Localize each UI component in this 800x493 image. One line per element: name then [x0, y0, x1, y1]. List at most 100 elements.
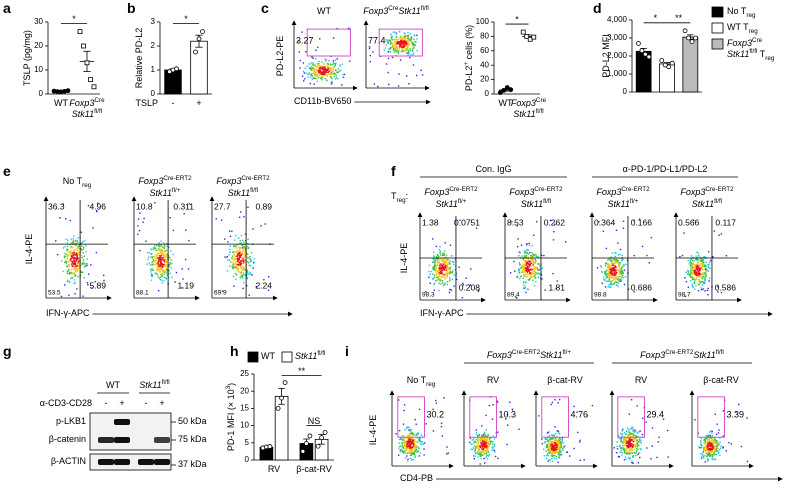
text-part: Stk11	[228, 188, 250, 198]
cell-event	[405, 457, 406, 458]
cell-event	[69, 266, 70, 267]
cell-event	[170, 272, 171, 273]
cell-event	[403, 410, 404, 411]
cell-event	[393, 32, 394, 33]
cell-event	[407, 459, 408, 460]
cell-event	[77, 276, 78, 277]
cell-event	[447, 263, 448, 264]
y-tick-label: 0	[623, 87, 628, 96]
cell-event	[405, 48, 406, 49]
blot-band	[114, 419, 130, 425]
cell-event	[76, 288, 77, 289]
text-part: a	[3, 0, 11, 16]
cell-event	[700, 266, 701, 267]
lane-label: -	[145, 398, 148, 408]
cell-event	[396, 40, 397, 41]
cell-event	[609, 284, 610, 285]
cell-event	[163, 250, 164, 251]
cell-event	[477, 451, 478, 452]
cell-event	[432, 273, 433, 274]
plot-title: Stk11fl/fl	[692, 198, 722, 209]
cell-event	[623, 264, 624, 265]
cell-event	[402, 442, 403, 443]
text-part: Stk11	[693, 350, 715, 360]
cell-event	[619, 278, 620, 279]
cell-event	[333, 37, 334, 38]
cell-event	[81, 232, 82, 233]
text-part: -	[105, 398, 108, 408]
cell-event	[624, 269, 625, 270]
cell-event	[559, 439, 560, 440]
cell-event	[709, 439, 710, 440]
legend-swatch	[282, 352, 292, 362]
cell-event	[458, 266, 459, 267]
cell-event	[690, 274, 691, 275]
cell-event	[394, 31, 395, 32]
cell-event	[701, 447, 702, 448]
cell-event	[708, 264, 709, 265]
cell-event	[631, 427, 632, 428]
y-axis-label: PD-L2+ cells (%)	[463, 25, 474, 91]
cell-event	[529, 260, 530, 261]
cell-event	[552, 435, 553, 436]
cell-event	[163, 273, 164, 274]
text-part: )	[226, 383, 236, 386]
cell-event	[153, 259, 154, 260]
cell-event	[533, 263, 534, 264]
data-point	[636, 41, 640, 45]
cell-event	[76, 265, 77, 266]
cell-event	[403, 442, 404, 443]
cell-event	[142, 222, 143, 223]
cell-event	[518, 255, 519, 256]
cell-event	[335, 78, 336, 79]
cell-event	[618, 263, 619, 264]
cell-event	[300, 60, 301, 61]
cell-event	[161, 255, 162, 256]
cell-event	[527, 276, 528, 277]
data-point	[89, 78, 93, 82]
data-point	[647, 55, 651, 59]
cell-event	[168, 270, 169, 271]
cell-event	[439, 251, 440, 252]
cell-event	[486, 453, 487, 454]
cell-event	[229, 259, 230, 260]
cell-event	[249, 258, 250, 259]
cell-event	[449, 260, 450, 261]
cell-event	[327, 74, 328, 75]
text-part: No T	[407, 375, 427, 385]
quadrant-percentage: 89.4	[507, 292, 520, 299]
text-part: WT	[54, 98, 68, 108]
cell-event	[619, 456, 620, 457]
panel-letter: c	[261, 0, 269, 16]
cell-event	[446, 446, 447, 447]
cell-event	[216, 218, 217, 219]
cell-event	[547, 455, 548, 456]
cell-event	[386, 44, 387, 45]
cell-event	[73, 283, 74, 284]
cell-event	[158, 276, 159, 277]
cell-event	[622, 259, 623, 260]
blot-band	[114, 437, 130, 443]
cell-event	[565, 241, 566, 242]
cell-event	[631, 462, 632, 463]
text-part: Cre-ERT2	[534, 186, 563, 193]
cell-event	[312, 79, 313, 80]
cell-event	[304, 72, 305, 73]
cell-event	[528, 264, 529, 265]
cell-event	[639, 440, 640, 441]
cell-event	[151, 268, 152, 269]
cell-event	[703, 457, 704, 458]
cell-event	[708, 266, 709, 267]
cell-event	[525, 273, 526, 274]
cell-event	[70, 250, 71, 251]
cell-event	[237, 261, 238, 262]
cell-event	[442, 268, 443, 269]
cell-event	[409, 48, 410, 49]
text-part: TSLP (pg/mg)	[22, 30, 32, 86]
stimulus-label: α-CD3-CD28	[40, 398, 92, 408]
cell-event	[703, 269, 704, 270]
cell-event	[626, 450, 627, 451]
y-tick-label: 0	[39, 89, 44, 98]
cell-event	[247, 246, 248, 247]
